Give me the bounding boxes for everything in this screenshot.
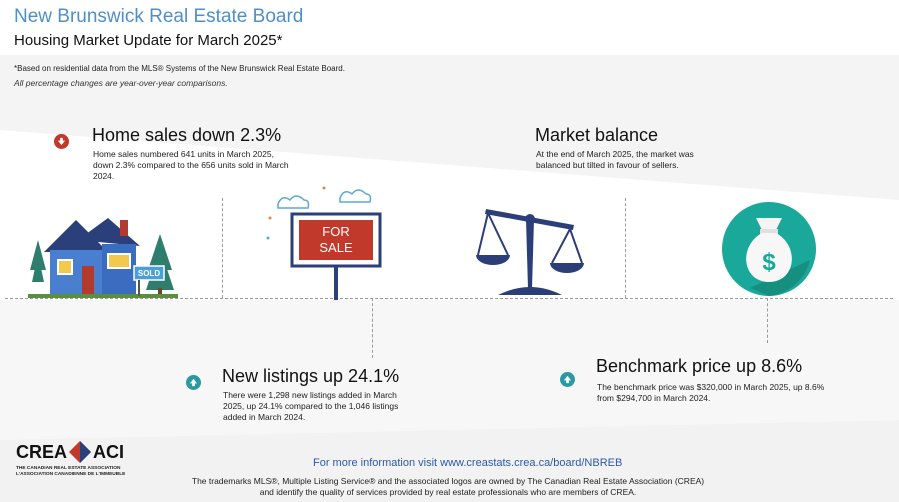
page-subtitle: Housing Market Update for March 2025* [14, 32, 283, 49]
comparison-note: All percentage changes are year-over-yea… [14, 78, 228, 88]
for-sale-sign-icon: FOR SALE [266, 186, 382, 300]
connector [372, 298, 373, 358]
org-title: New Brunswick Real Estate Board [14, 6, 304, 27]
svg-text:FOR: FOR [322, 224, 349, 239]
divider [222, 198, 223, 298]
arrow-up-icon [186, 375, 201, 390]
scale-icon [476, 209, 584, 295]
dollar-symbol: $ [762, 249, 776, 276]
crea-logo: CREA ACI [16, 441, 124, 463]
home-sales-text: Home sales numbered 641 units in March 2… [93, 149, 289, 181]
logo-crea-text: CREA [16, 441, 68, 462]
trademark-notice: The trademarks MLS®, Multiple Listing Se… [191, 476, 705, 497]
logo-aci-text: ACI [93, 441, 125, 462]
divider [625, 198, 626, 298]
source-note: *Based on residential data from the MLS®… [14, 64, 345, 73]
timeline-line [5, 298, 893, 299]
new-listings-heading: New listings up 24.1% [222, 366, 400, 386]
svg-text:SALE: SALE [319, 240, 353, 255]
arrow-down-icon [54, 134, 69, 149]
association-names: THE CANADIAN REAL ESTATE ASSOCIATION L'A… [16, 466, 125, 478]
market-balance-text: At the end of March 2025, the market was… [536, 149, 694, 170]
sold-sign-label: SOLD [138, 269, 160, 278]
association-en: THE CANADIAN REAL ESTATE ASSOCIATION [16, 466, 121, 471]
benchmark-text: The benchmark price was $320,000 in Marc… [597, 382, 825, 403]
money-bag-icon: $ [722, 202, 816, 296]
new-listings-text: There were 1,298 new listings added in M… [223, 390, 399, 422]
benchmark-heading: Benchmark price up 8.6% [596, 356, 803, 376]
more-info-link[interactable]: For more information visit www.creastats… [313, 457, 623, 469]
crea-diamond-icon [69, 441, 92, 463]
arrow-up-icon [560, 372, 575, 387]
market-balance-heading: Market balance [535, 125, 659, 145]
home-sales-heading: Home sales down 2.3% [92, 125, 282, 145]
association-fr: L'ASSOCIATION CANADIENNE DE L'IMMEUBLE [16, 472, 126, 477]
house-icon: SOLD [28, 218, 178, 298]
connector [767, 298, 768, 343]
